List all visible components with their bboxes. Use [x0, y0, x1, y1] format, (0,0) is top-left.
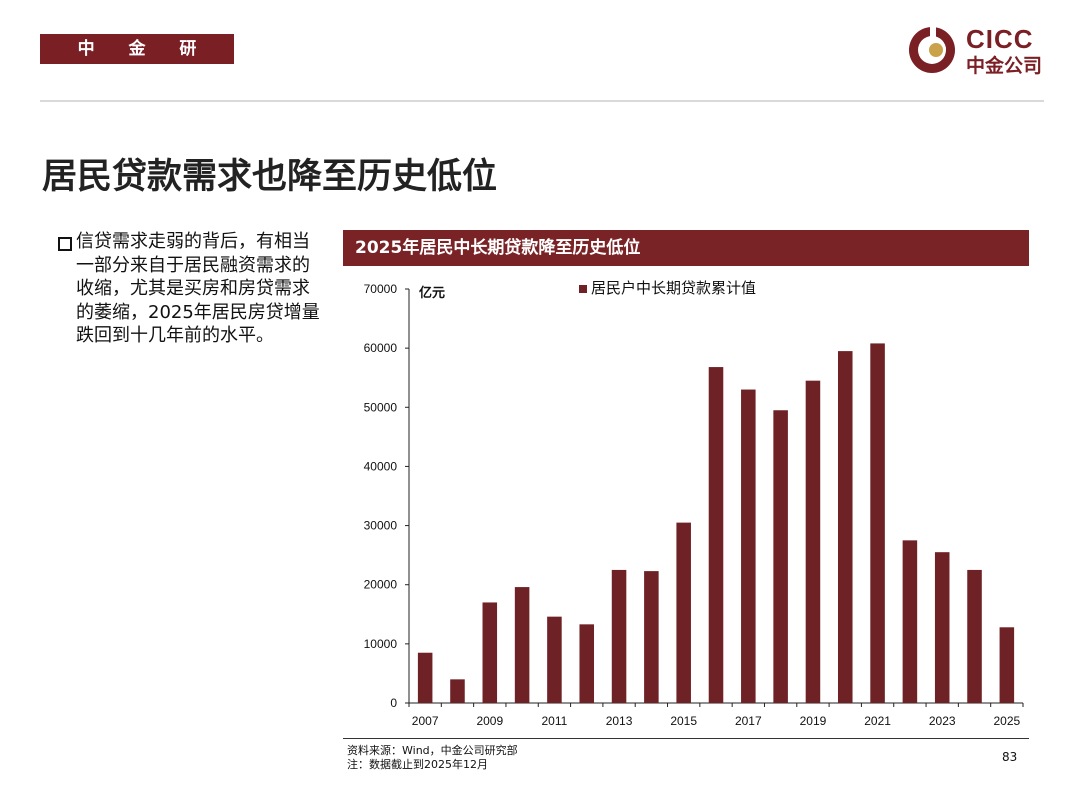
page-number: 83 [1002, 750, 1018, 764]
bar-2012 [579, 624, 595, 703]
note-line: 注：数据截止到2025年12月 [347, 758, 488, 771]
x-tick-label: 2009 [476, 714, 503, 728]
bar-2014 [644, 571, 659, 703]
y-tick-label: 50000 [364, 400, 398, 414]
bar-chart: 0 10000 20000 30000 40000 50000 60000 70000 亿元 20… [364, 279, 1024, 728]
x-tick-label: 2019 [800, 714, 827, 728]
x-tick-label: 2025 [993, 714, 1020, 728]
bar-2018 [773, 410, 788, 703]
source-note: 资料来源：Wind，中金公司研究部 注：数据截止到2025年12月 [347, 744, 518, 772]
bar-2013 [611, 569, 627, 703]
x-tick-label: 2011 [542, 714, 568, 728]
department-badge: 中 金 研 究 部 [40, 34, 234, 89]
x-tick-label: 2015 [670, 714, 697, 728]
bar-2021 [870, 343, 885, 703]
source-line: 资料来源：Wind，中金公司研究部 [347, 744, 518, 757]
legend-label: 居民户中长期贷款累计值 [591, 279, 756, 297]
chart-title: 2025年居民中长期贷款降至历史低位 [343, 230, 1029, 266]
x-tick-label: 2023 [929, 714, 956, 728]
y-tick-label: 70000 [364, 282, 398, 296]
y-tick-label: 20000 [364, 578, 398, 592]
bar-2009 [482, 602, 498, 703]
y-tick-label: 0 [390, 696, 397, 710]
legend-swatch [579, 285, 587, 293]
logo-text-en: CICC [966, 24, 1034, 54]
y-axis-label: 亿元 [419, 285, 445, 301]
bar-2015 [676, 522, 691, 703]
y-tick-label: 40000 [364, 459, 398, 473]
bar-2020 [837, 351, 853, 703]
bar-2016 [708, 367, 724, 703]
bullet-text: 信贷需求走弱的背后，有相当一部分来自于居民融资需求的收缩，尤其是买房和房贷需求的… [76, 231, 320, 346]
bar-2022 [902, 540, 918, 703]
x-tick-label: 2017 [735, 714, 762, 728]
bar-2010 [514, 587, 530, 703]
y-tick-label: 10000 [364, 637, 398, 651]
page-title: 居民贷款需求也降至历史低位 [42, 157, 498, 197]
x-tick-label: 2013 [606, 714, 633, 728]
bar-2025 [999, 627, 1015, 703]
bullet-square-icon [58, 237, 72, 251]
logo-text-cn: 中金公司 [966, 55, 1043, 77]
x-tick-label: 2021 [864, 714, 891, 728]
header-divider [40, 100, 1044, 102]
bar-2011 [547, 616, 562, 703]
bar-2008 [450, 679, 465, 703]
y-tick-label: 30000 [364, 519, 398, 533]
cicc-logo: CICC 中金公司 [906, 24, 1046, 77]
bar-2017 [741, 389, 756, 703]
bar-2007 [417, 652, 433, 703]
footer-divider [343, 738, 1029, 739]
bar-2024 [967, 569, 982, 703]
bar-2023 [934, 552, 950, 703]
bar-2019 [805, 380, 821, 703]
y-tick-label: 60000 [364, 341, 398, 355]
cicc-logo-icon [909, 27, 955, 73]
x-tick-label: 2007 [412, 714, 439, 728]
